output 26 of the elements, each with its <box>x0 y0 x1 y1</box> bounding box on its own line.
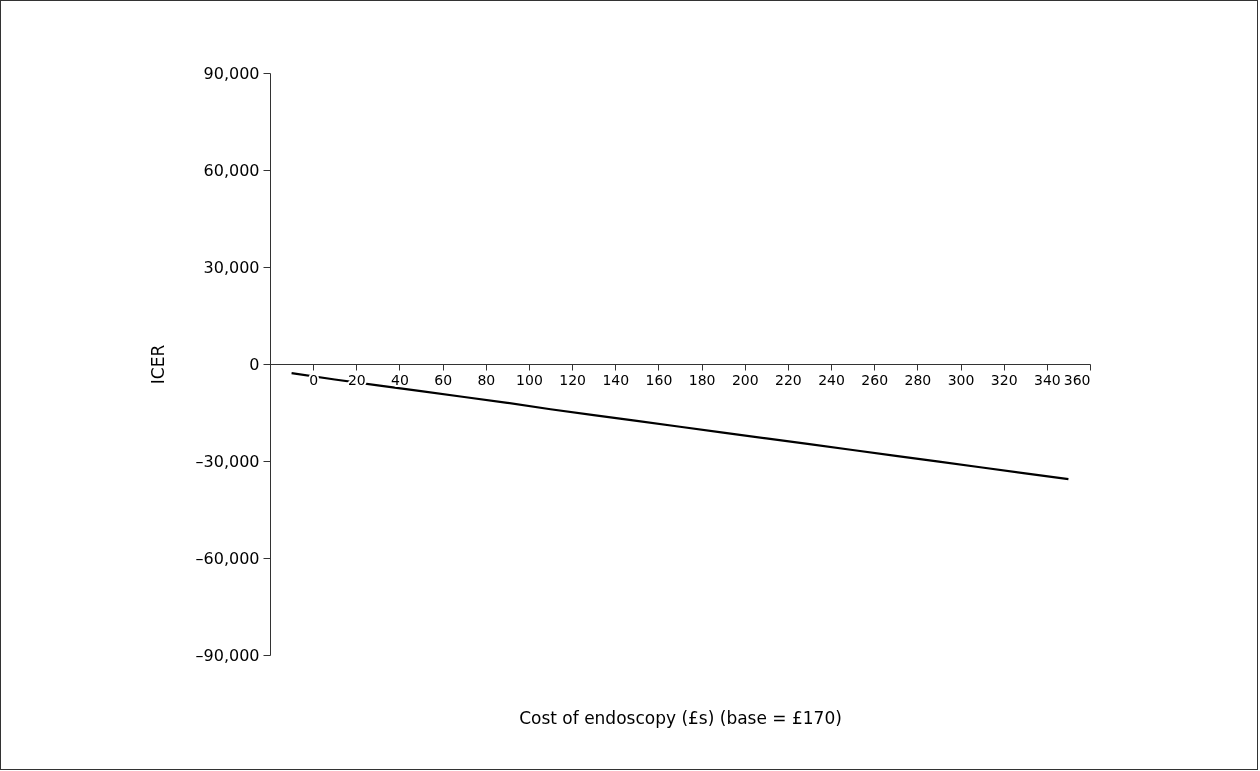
x-tick-label: 220 <box>775 371 802 388</box>
x-tick-label: 360 <box>1063 371 1091 388</box>
y-tick-label: 30,000 <box>203 257 260 277</box>
x-tick-label: 300 <box>947 371 975 388</box>
y-tick-label: –30,000 <box>195 451 260 471</box>
y-tick-label: 60,000 <box>203 160 260 180</box>
y-tick-label: 90,000 <box>203 63 260 83</box>
x-tick-label: 200 <box>731 371 759 388</box>
x-tick-label: 340 <box>1033 371 1061 388</box>
y-tick-label: 0 <box>249 354 260 374</box>
x-tick-label: 240 <box>818 371 845 388</box>
x-tick-label: 80 <box>477 371 496 388</box>
x-tick-label: 120 <box>559 371 586 388</box>
x-tick-label: 40 <box>391 371 409 388</box>
x-tick-label: 140 <box>602 371 630 388</box>
x-tick-label: 260 <box>861 371 889 388</box>
x-tick-label: 60 <box>434 371 453 388</box>
x-tick-label: 160 <box>645 371 673 388</box>
x-tick-label: 180 <box>688 371 716 388</box>
y-axis-title: ICER <box>147 344 168 385</box>
y-tick-label: –60,000 <box>195 548 260 568</box>
x-tick-label: 320 <box>990 371 1018 388</box>
y-tick-label: –90,000 <box>195 645 260 665</box>
x-axis-title: Cost of endoscopy (£s) (base = £170) <box>519 707 842 728</box>
x-tick-label: 100 <box>516 371 543 388</box>
x-tick-label: 280 <box>904 371 932 388</box>
